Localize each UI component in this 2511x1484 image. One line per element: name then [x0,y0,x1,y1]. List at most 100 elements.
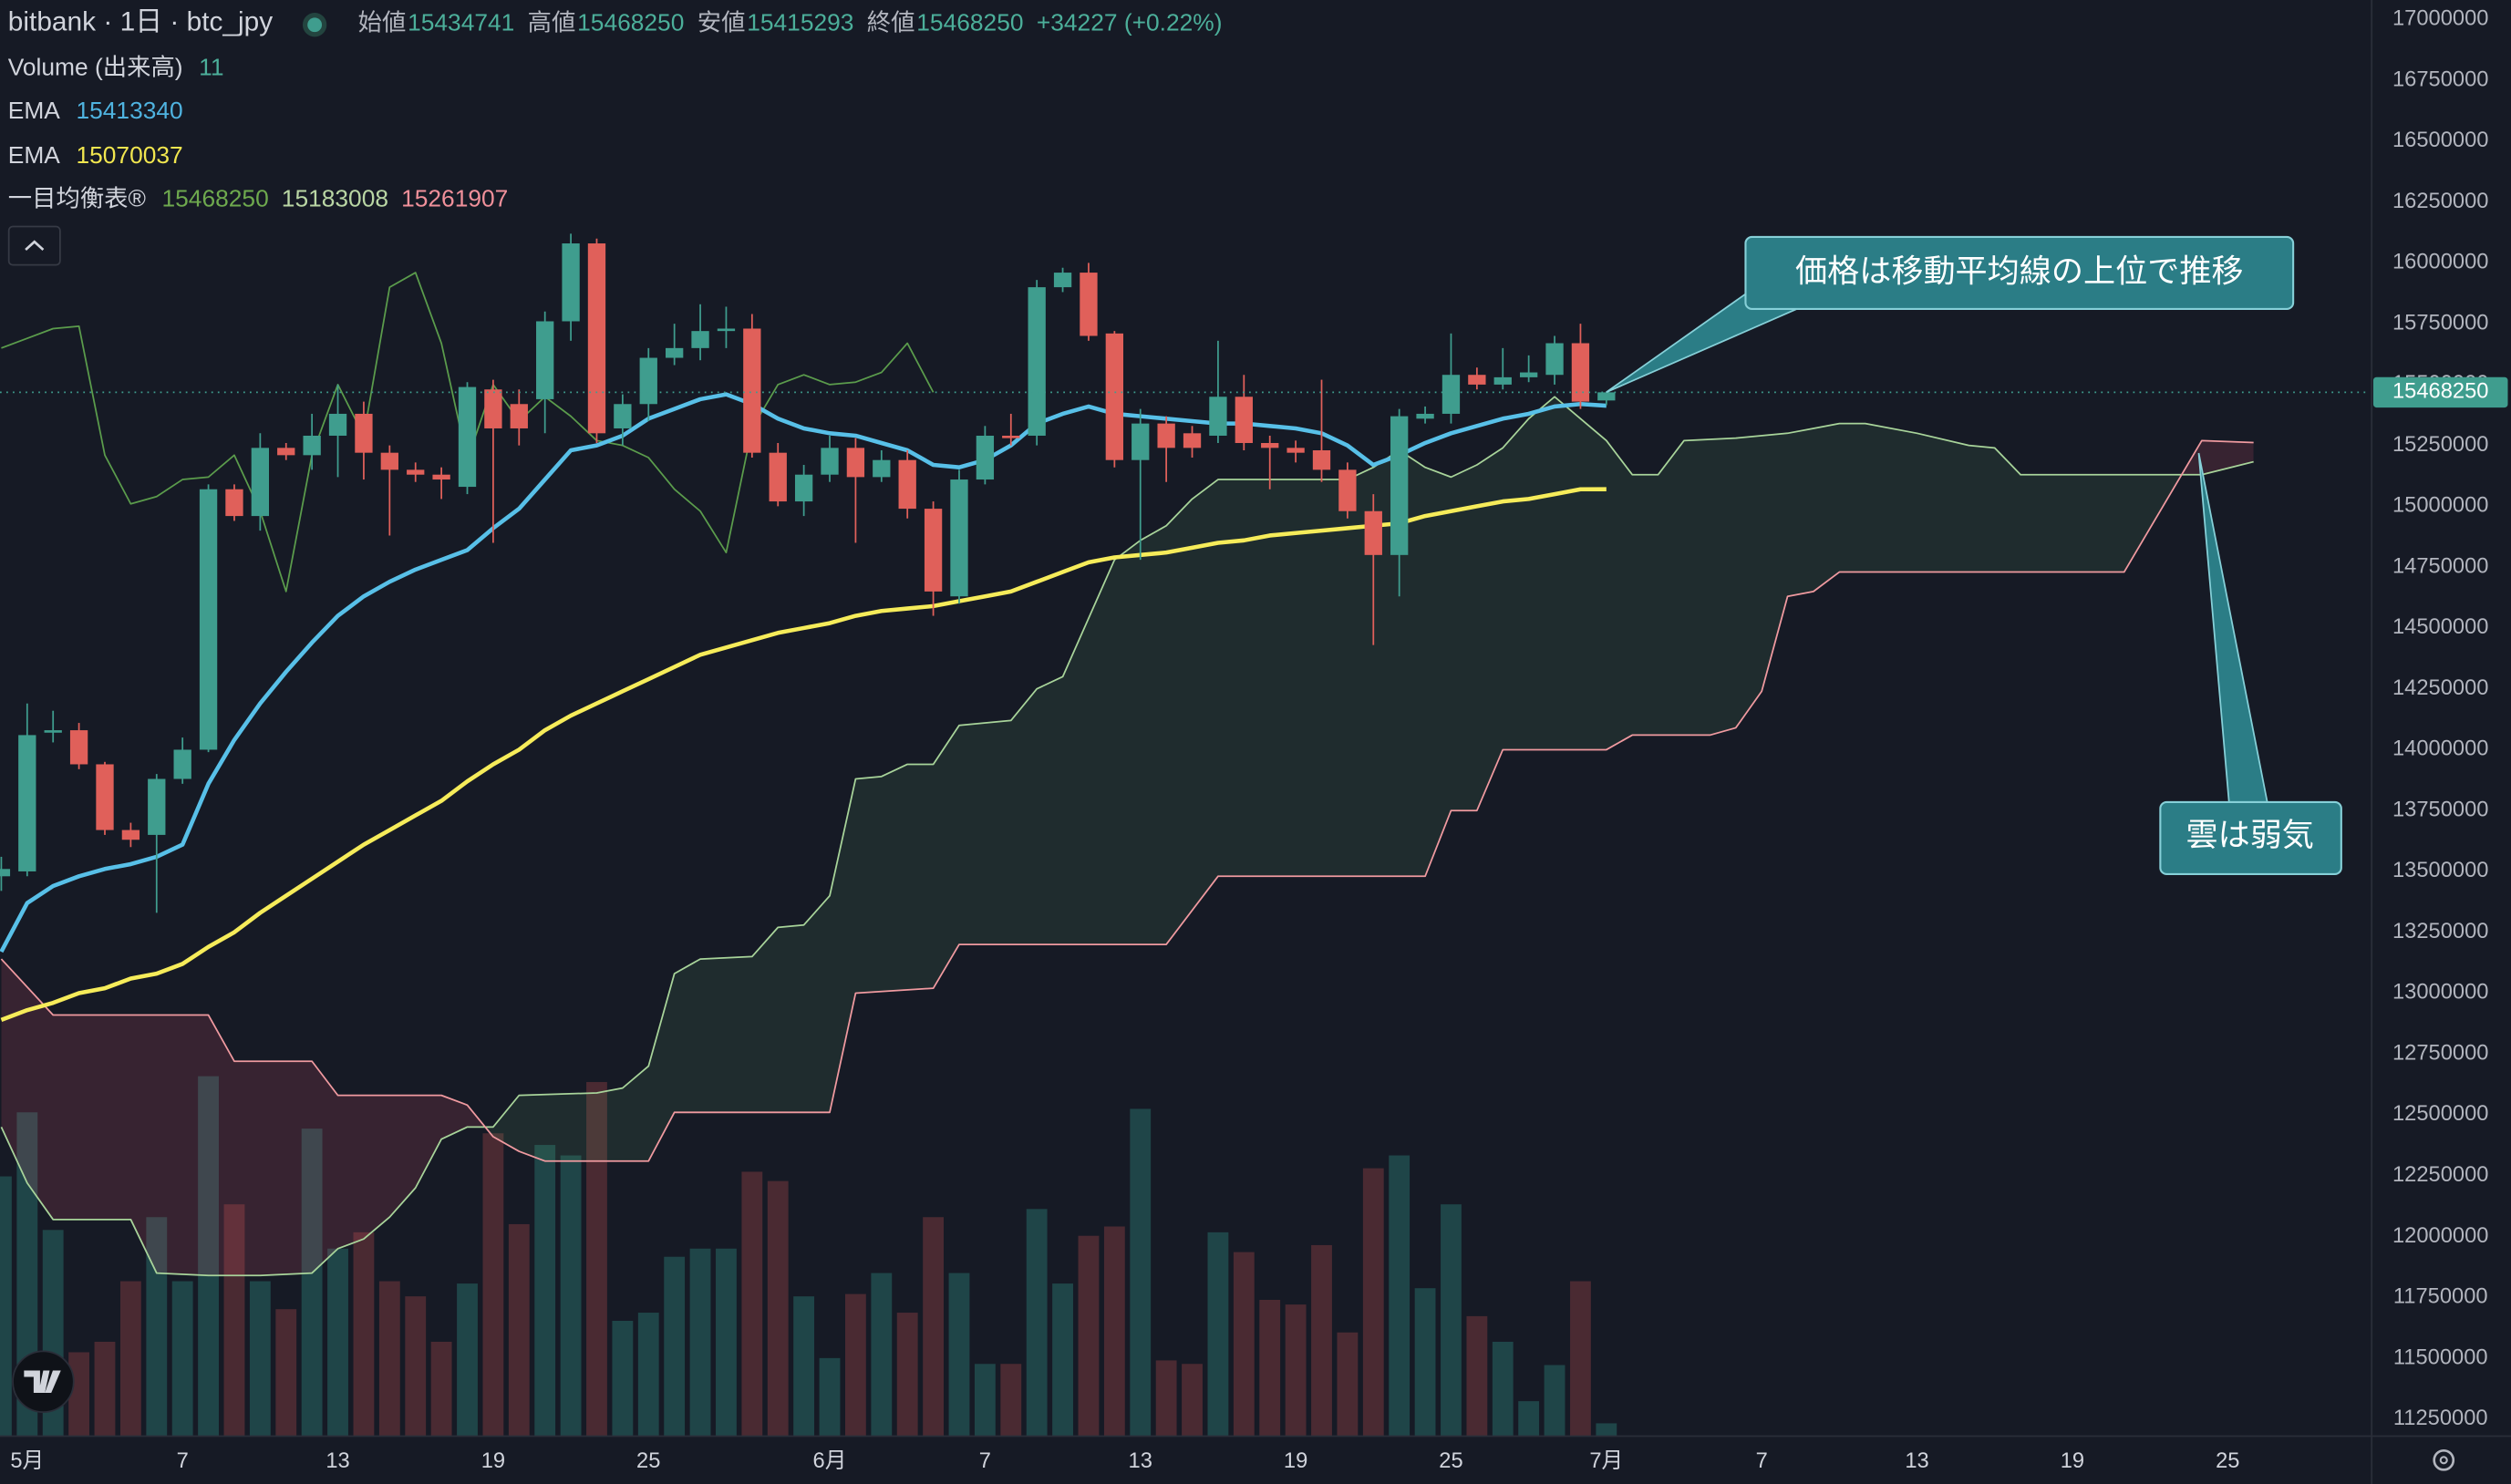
callout-text: 価格は移動平均線の上位で推移 [1795,254,2244,290]
x-tick-label: 7 [979,1449,991,1473]
volume-bar [1362,1168,1384,1437]
chevron [25,240,45,251]
candle-body [1597,392,1616,401]
chevron-path [25,240,45,251]
candle-body [1416,413,1434,419]
volume-bar [353,1232,375,1437]
y-tick-label: 16000000 [2392,251,2488,274]
candle-body [44,730,62,733]
volume-bar [689,1248,711,1437]
indicator-name: EMA [7,98,60,126]
candle-body [873,459,891,478]
volume-bar [1285,1304,1307,1437]
candle-body [794,474,813,502]
volume-bar [405,1296,427,1437]
candle-body [743,328,761,453]
indicator-value: 15183008 [281,185,389,213]
volume-bar [1311,1244,1332,1437]
y-tick-label: 11750000 [2393,1285,2488,1309]
volume-bar [948,1273,970,1437]
y-tick-label: 15250000 [2392,433,2488,457]
candle-body [1132,423,1150,460]
candle-body [536,321,554,399]
x-tick-label: 13 [1905,1449,1928,1473]
candle-body [1157,423,1175,448]
y-tick-label: 15750000 [2392,311,2488,335]
collapse-button[interactable] [7,225,61,266]
gear-icon[interactable] [2433,1448,2455,1471]
settings-button[interactable] [2433,1448,2455,1471]
volume-bar [378,1281,400,1437]
y-tick-label: 15000000 [2392,494,2488,518]
candle-body [1338,469,1357,511]
indicator-row: EMA 15070037 [8,140,196,172]
volume-bar [1052,1283,1073,1437]
volume-bar [923,1217,945,1437]
candle-body [769,452,787,502]
candle-body [484,389,502,428]
candle-body [355,413,373,453]
y-tick-label: 13750000 [2392,798,2488,821]
x-tick-label: 19 [481,1449,505,1473]
volume-bar [1103,1226,1125,1437]
x-tick-label: 25 [2216,1449,2239,1473]
candle-body [96,764,114,830]
callout-text: 雲は弱気 [2186,818,2313,853]
logo-glyph [24,1370,61,1394]
x-tick-label: 7 [177,1449,189,1473]
volume-bar [1466,1315,1488,1437]
y-tick-label: 16750000 [2392,67,2488,91]
volume-bar [301,1128,323,1437]
candle-body [1312,450,1331,470]
volume-bar [637,1313,659,1437]
candle-body [717,328,736,332]
candle-body [225,489,243,517]
volume-bar [1182,1364,1203,1437]
y-tick-label: 16500000 [2392,129,2488,152]
volume-bar [586,1082,607,1437]
candle-body [148,778,166,835]
y-tick-label: 11500000 [2393,1345,2488,1369]
candle-body [924,509,943,592]
indicator-value: 15468250 [161,185,269,213]
volume-bar [1441,1204,1462,1437]
ohlc-label: 始値 [357,9,407,37]
candle-body [1053,273,1072,288]
volume-bar [1130,1108,1152,1437]
indicator-row: 一目均衡表® 15468250 15183008 15261907 [8,184,522,216]
volume-bar [457,1283,478,1437]
volume-bar [1492,1341,1514,1437]
candle-body [950,479,968,597]
volume-bar [0,1176,12,1437]
x-tick-label: 13 [1129,1449,1152,1473]
candle-body [1209,397,1227,436]
callout-box [2159,800,2342,876]
change: +34227 (+0.22%) [1036,9,1223,37]
status-dot [307,16,323,32]
y-tick-label: 13500000 [2392,859,2488,882]
ohlc-value: 15468250 [916,9,1024,37]
candle-body [821,448,839,475]
ohlc-value: 15468250 [577,9,685,37]
y-tick-label: 14750000 [2392,554,2488,578]
volume-bar [1000,1364,1022,1437]
x-tick-label: 19 [2061,1449,2084,1473]
candle-body [458,386,477,488]
indicator-name: EMA [7,141,60,170]
candle-body [1105,333,1124,460]
y-tick-label: 13250000 [2392,920,2488,943]
annotations: 価格は移動平均線の上位で推移 雲は弱気 [1606,235,2342,876]
volume-bar [146,1217,168,1437]
candle-body [1080,273,1098,336]
indicator-name: 一目均衡表® [7,185,146,213]
candle-body [1364,510,1382,555]
volume-bar [1389,1155,1410,1437]
x-tick-label: 25 [636,1449,660,1473]
gear-center [2439,1456,2448,1465]
candle-body [1183,433,1202,448]
volume-bar [741,1171,763,1437]
y-tick-label: 14500000 [2392,615,2488,639]
last-price-label: 15468250 [2392,380,2488,404]
